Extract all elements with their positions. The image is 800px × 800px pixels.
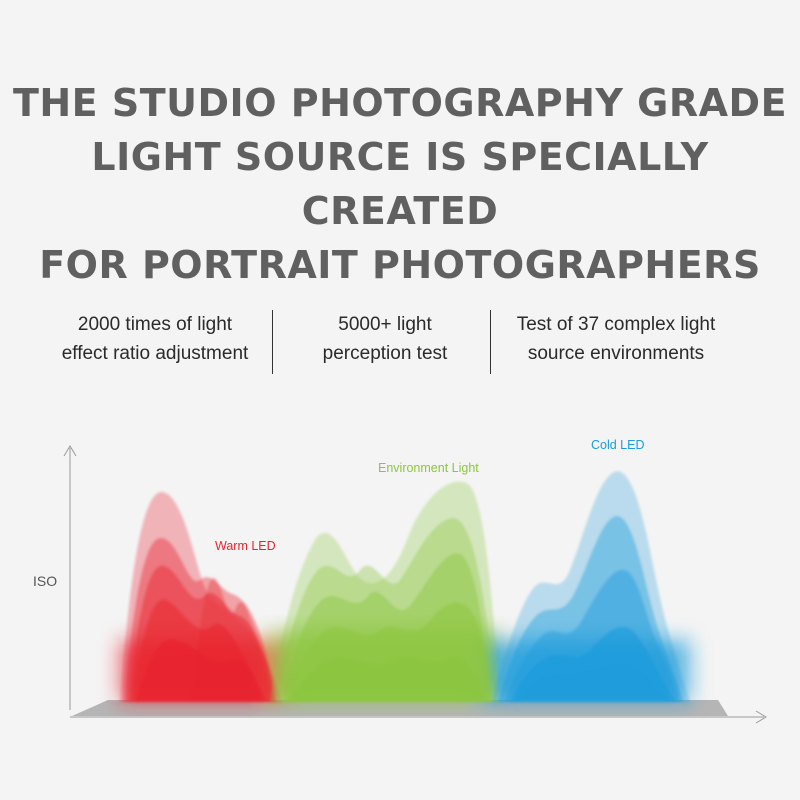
feature-light-ratio: 2000 times of light effect ratio adjustm… — [40, 310, 270, 374]
feature-perception-test: 5000+ light perception test — [280, 310, 490, 374]
y-axis-arrow-icon — [63, 445, 77, 457]
headline-line-1: THE STUDIO PHOTOGRAPHY GRADE — [12, 81, 788, 125]
feature-divider — [272, 310, 273, 374]
warm-led-spectrum — [120, 491, 282, 702]
feature-environments-line-2: source environments — [527, 343, 705, 364]
headline-line-2: LIGHT SOURCE IS SPECIALLY CREATED — [91, 135, 709, 233]
feature-light-ratio-line-1: 2000 times of light — [77, 314, 233, 335]
light-spectrum-chart: ISO Warm LED Environment Light Cold LE — [33, 438, 767, 724]
feature-light-ratio-line-2: effect ratio adjustment — [61, 343, 249, 364]
headline: THE STUDIO PHOTOGRAPHY GRADE LIGHT SOURC… — [0, 76, 800, 292]
x-axis-arrow-icon — [755, 710, 767, 724]
feature-perception-test-line-2: perception test — [322, 343, 448, 364]
environment-light-label: Environment Light — [378, 461, 479, 475]
feature-perception-test-line-1: 5000+ light — [338, 314, 432, 335]
cold-led-spectrum — [492, 471, 690, 702]
feature-environments: Test of 37 complex light source environm… — [492, 310, 740, 374]
warm-led-label: Warm LED — [215, 539, 276, 553]
headline-line-3: FOR PORTRAIT PHOTOGRAPHERS — [39, 243, 761, 287]
chart-floor — [72, 700, 728, 716]
feature-environments-line-1: Test of 37 complex light — [516, 314, 716, 335]
cold-led-label: Cold LED — [591, 438, 645, 452]
environment-light-spectrum — [270, 481, 500, 702]
y-axis-label: ISO — [33, 573, 57, 589]
feature-divider — [490, 310, 491, 374]
feature-list: 2000 times of light effect ratio adjustm… — [40, 310, 760, 374]
